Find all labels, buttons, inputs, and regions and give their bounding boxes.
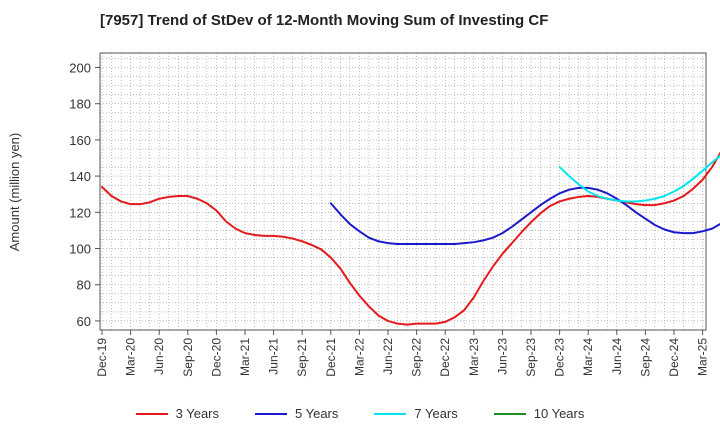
y-tick-label: 80 — [77, 278, 91, 293]
legend-item-7-years: 7 Years — [374, 406, 458, 421]
x-tick-label: Sep-20 — [181, 338, 195, 377]
legend-item-3-years: 3 Years — [135, 406, 219, 421]
grid — [100, 53, 706, 331]
series-line-3-years — [101, 151, 720, 326]
x-tick-label: Dec-19 — [95, 338, 109, 377]
x-tick-label: Dec-23 — [553, 338, 567, 377]
x-tick-label: Dec-20 — [209, 338, 223, 377]
x-tick-label: Jun-23 — [495, 338, 509, 375]
legend-label: 10 Years — [533, 406, 585, 421]
x-tick-label: Sep-23 — [524, 338, 538, 377]
x-tick-label: Jun-20 — [152, 338, 166, 375]
legend-swatch — [374, 412, 407, 415]
x-tick-label: Jun-21 — [267, 338, 281, 375]
x-tick-label: Mar-22 — [352, 338, 366, 376]
legend-swatch — [135, 412, 168, 415]
legend-swatch — [493, 412, 526, 415]
y-tick-label: 60 — [77, 314, 91, 329]
y-axis-label: Amount (million yen) — [7, 133, 22, 252]
x-tick-label: Dec-21 — [324, 338, 338, 377]
x-tick-label: Mar-24 — [581, 338, 595, 376]
x-tick-label: Dec-22 — [438, 338, 452, 377]
y-tick-label: 160 — [69, 133, 91, 148]
legend-swatch — [255, 412, 287, 415]
x-tick-label: Jun-22 — [381, 338, 395, 375]
series-line-5-years — [329, 186, 720, 245]
y-tick-label: 180 — [69, 97, 91, 112]
x-tick-label: Sep-22 — [410, 338, 424, 377]
y-tick-label: 120 — [69, 205, 91, 220]
x-tick-label: Sep-24 — [638, 338, 652, 377]
legend-item-5-years: 5 Years — [255, 406, 338, 421]
axes: 60 80 100 120 140 160 180 200 Dec-19 Mar-20 Jun-20… — [69, 60, 709, 376]
x-tick-label: Mar-23 — [467, 338, 481, 376]
x-tick-label: Mar-20 — [124, 338, 138, 376]
x-tick-label: Dec-24 — [667, 338, 681, 377]
legend-label: 3 Years — [175, 406, 219, 421]
plot-frame — [99, 52, 707, 331]
x-tick-label: Sep-21 — [295, 338, 309, 377]
series-line-7-years — [558, 154, 720, 203]
chart-title: [7957] Trend of StDev of 12-Month Moving… — [100, 12, 549, 29]
legend: 3 Years 5 Years 7 Years 10 Years — [0, 406, 720, 421]
x-tick-label: Jun-24 — [610, 338, 624, 375]
legend-label: 5 Years — [295, 406, 339, 421]
y-tick-label: 200 — [69, 60, 91, 75]
legend-label: 7 Years — [414, 406, 458, 421]
x-tick-label: Mar-25 — [696, 338, 710, 376]
y-tick-label: 140 — [69, 169, 91, 184]
series-lines — [101, 151, 720, 326]
y-tick-label: 100 — [69, 242, 91, 257]
x-tick-label: Mar-21 — [238, 338, 252, 376]
legend-item-10-years: 10 Years — [493, 406, 585, 421]
